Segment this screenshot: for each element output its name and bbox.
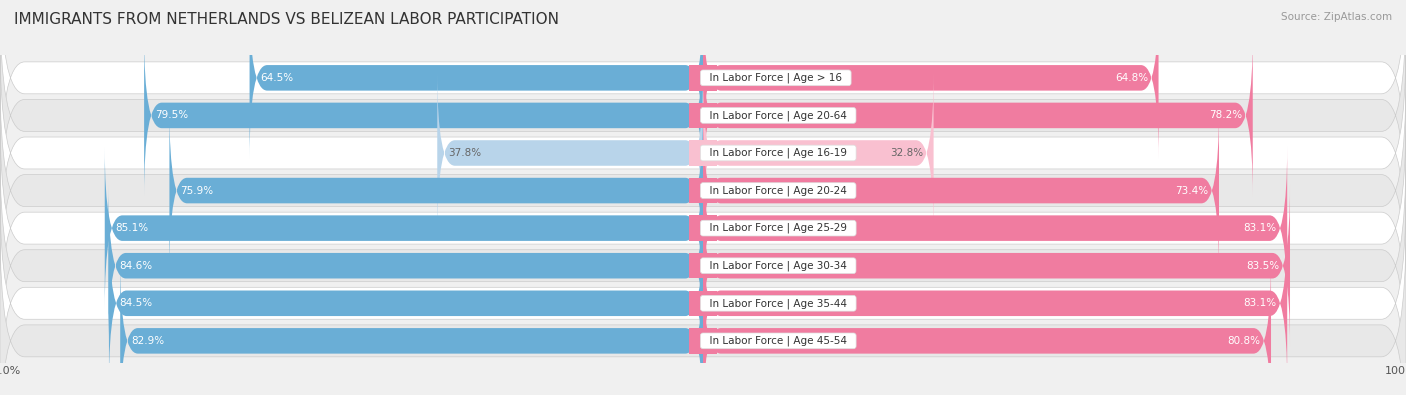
FancyBboxPatch shape <box>689 140 717 166</box>
Text: 79.5%: 79.5% <box>155 111 188 120</box>
FancyBboxPatch shape <box>250 0 703 159</box>
FancyBboxPatch shape <box>689 103 717 128</box>
FancyBboxPatch shape <box>689 65 717 90</box>
FancyBboxPatch shape <box>703 222 1288 384</box>
Text: In Labor Force | Age 20-64: In Labor Force | Age 20-64 <box>703 110 853 120</box>
Text: In Labor Force | Age 20-24: In Labor Force | Age 20-24 <box>703 185 853 196</box>
Text: In Labor Force | Age 30-34: In Labor Force | Age 30-34 <box>703 260 853 271</box>
FancyBboxPatch shape <box>169 109 703 272</box>
Text: In Labor Force | Age 25-29: In Labor Force | Age 25-29 <box>703 223 853 233</box>
Text: 83.1%: 83.1% <box>1243 223 1277 233</box>
FancyBboxPatch shape <box>703 72 934 234</box>
FancyBboxPatch shape <box>689 290 717 316</box>
FancyBboxPatch shape <box>0 0 1406 231</box>
FancyBboxPatch shape <box>703 0 1159 159</box>
Text: 64.8%: 64.8% <box>1115 73 1147 83</box>
FancyBboxPatch shape <box>689 290 717 316</box>
Text: In Labor Force | Age 45-54: In Labor Force | Age 45-54 <box>703 336 853 346</box>
FancyBboxPatch shape <box>703 260 1271 395</box>
FancyBboxPatch shape <box>703 147 1288 309</box>
FancyBboxPatch shape <box>689 103 717 128</box>
Text: 37.8%: 37.8% <box>449 148 481 158</box>
FancyBboxPatch shape <box>703 184 1291 347</box>
FancyBboxPatch shape <box>689 65 717 90</box>
FancyBboxPatch shape <box>0 113 1406 344</box>
Text: 83.5%: 83.5% <box>1246 261 1279 271</box>
FancyBboxPatch shape <box>689 253 717 278</box>
Text: Source: ZipAtlas.com: Source: ZipAtlas.com <box>1281 12 1392 22</box>
FancyBboxPatch shape <box>0 38 1406 269</box>
Text: In Labor Force | Age > 16: In Labor Force | Age > 16 <box>703 73 848 83</box>
Text: 83.1%: 83.1% <box>1243 298 1277 308</box>
Text: 32.8%: 32.8% <box>890 148 922 158</box>
FancyBboxPatch shape <box>689 178 717 203</box>
FancyBboxPatch shape <box>0 225 1406 395</box>
FancyBboxPatch shape <box>689 215 717 241</box>
FancyBboxPatch shape <box>689 140 717 166</box>
FancyBboxPatch shape <box>437 72 703 234</box>
FancyBboxPatch shape <box>105 147 703 309</box>
Text: 64.5%: 64.5% <box>260 73 294 83</box>
FancyBboxPatch shape <box>0 75 1406 306</box>
FancyBboxPatch shape <box>145 34 703 197</box>
Text: 73.4%: 73.4% <box>1175 186 1209 196</box>
Text: 85.1%: 85.1% <box>115 223 149 233</box>
Text: In Labor Force | Age 16-19: In Labor Force | Age 16-19 <box>703 148 853 158</box>
FancyBboxPatch shape <box>0 0 1406 194</box>
Text: In Labor Force | Age 35-44: In Labor Force | Age 35-44 <box>703 298 853 308</box>
Text: 78.2%: 78.2% <box>1209 111 1243 120</box>
FancyBboxPatch shape <box>689 215 717 241</box>
Text: 75.9%: 75.9% <box>180 186 214 196</box>
Text: 84.6%: 84.6% <box>120 261 152 271</box>
FancyBboxPatch shape <box>0 188 1406 395</box>
FancyBboxPatch shape <box>110 222 703 384</box>
Text: 84.5%: 84.5% <box>120 298 153 308</box>
FancyBboxPatch shape <box>689 178 717 203</box>
FancyBboxPatch shape <box>689 328 717 354</box>
FancyBboxPatch shape <box>689 253 717 278</box>
Text: 80.8%: 80.8% <box>1227 336 1261 346</box>
Text: IMMIGRANTS FROM NETHERLANDS VS BELIZEAN LABOR PARTICIPATION: IMMIGRANTS FROM NETHERLANDS VS BELIZEAN … <box>14 12 560 27</box>
FancyBboxPatch shape <box>0 150 1406 381</box>
FancyBboxPatch shape <box>703 109 1219 272</box>
FancyBboxPatch shape <box>703 34 1253 197</box>
FancyBboxPatch shape <box>120 260 703 395</box>
FancyBboxPatch shape <box>108 184 703 347</box>
Text: 82.9%: 82.9% <box>131 336 165 346</box>
FancyBboxPatch shape <box>689 328 717 354</box>
